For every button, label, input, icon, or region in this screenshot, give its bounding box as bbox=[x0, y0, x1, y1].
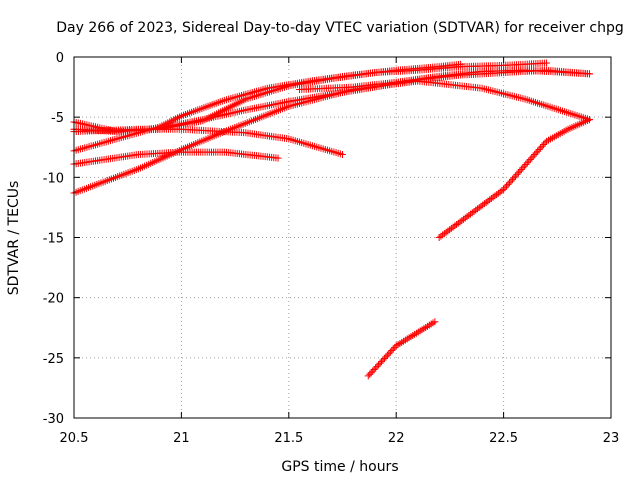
x-tick-label: 21 bbox=[173, 431, 190, 446]
series-track-3 bbox=[70, 59, 551, 136]
axis-ticks: 20.5 21 21.5 22 22.5 23 0 -5 -10 -15 -20 -25 -30 bbox=[43, 51, 620, 446]
data-point bbox=[529, 152, 537, 160]
data-point bbox=[274, 154, 282, 162]
data-point bbox=[526, 155, 534, 163]
data-point bbox=[516, 167, 524, 175]
y-tick-label: -10 bbox=[43, 171, 64, 186]
data-point bbox=[532, 149, 540, 157]
data-point bbox=[534, 147, 542, 155]
data-point bbox=[503, 182, 511, 190]
data-marks bbox=[70, 59, 594, 380]
data-point bbox=[586, 70, 594, 78]
y-tick-label: -25 bbox=[43, 352, 64, 367]
data-point bbox=[375, 361, 383, 369]
data-point bbox=[369, 367, 377, 375]
data-point bbox=[376, 359, 384, 367]
x-tick-label: 20.5 bbox=[60, 431, 89, 446]
x-tick-label: 22.5 bbox=[489, 431, 518, 446]
data-point bbox=[501, 184, 509, 192]
data-point bbox=[339, 150, 346, 158]
series-track-8 bbox=[435, 116, 594, 241]
plot-border bbox=[73, 56, 612, 419]
data-point bbox=[528, 154, 536, 162]
series-track-9 bbox=[364, 318, 439, 380]
data-point bbox=[386, 348, 394, 356]
data-point bbox=[508, 175, 516, 183]
y-axis-label: SDTVAR / TECUs bbox=[6, 181, 22, 296]
series-track-7 bbox=[296, 66, 594, 93]
data-point bbox=[388, 347, 396, 355]
data-point bbox=[504, 180, 512, 188]
y-tick-label: -30 bbox=[43, 412, 64, 427]
x-tick-label: 23 bbox=[603, 431, 620, 446]
data-point bbox=[513, 170, 521, 178]
y-tick-label: 0 bbox=[56, 51, 64, 66]
series-track-5 bbox=[70, 148, 282, 168]
data-point bbox=[535, 146, 543, 154]
x-tick-label: 22 bbox=[388, 431, 405, 446]
x-tick-label: 21.5 bbox=[274, 431, 303, 446]
data-point bbox=[522, 160, 530, 168]
data-point bbox=[431, 318, 439, 326]
data-point bbox=[373, 362, 381, 370]
data-point bbox=[378, 358, 386, 366]
x-axis-label: GPS time / hours bbox=[281, 459, 398, 475]
data-point bbox=[498, 187, 506, 195]
data-point bbox=[517, 165, 525, 173]
data-point bbox=[366, 370, 374, 378]
y-tick-label: -5 bbox=[51, 111, 64, 126]
data-point bbox=[507, 177, 515, 185]
data-point bbox=[543, 59, 551, 67]
data-point bbox=[367, 369, 375, 377]
data-point bbox=[382, 353, 390, 361]
y-tick-label: -15 bbox=[43, 232, 64, 247]
series-track-6 bbox=[70, 125, 346, 158]
chart-title: Day 266 of 2023, Sidereal Day-to-day VTE… bbox=[56, 20, 624, 36]
series-track-4 bbox=[70, 77, 594, 197]
data-point bbox=[500, 185, 508, 193]
data-point bbox=[523, 159, 531, 167]
data-point bbox=[379, 356, 387, 364]
data-point bbox=[370, 366, 378, 374]
grid-lines bbox=[74, 57, 611, 418]
data-point bbox=[538, 142, 546, 150]
data-point bbox=[514, 169, 522, 177]
y-tick-label: -20 bbox=[43, 292, 64, 307]
data-point bbox=[385, 350, 393, 358]
data-point bbox=[537, 144, 545, 152]
data-point bbox=[510, 174, 518, 182]
data-point bbox=[372, 364, 380, 372]
data-point bbox=[380, 354, 388, 362]
data-point bbox=[531, 151, 539, 159]
data-point bbox=[519, 164, 527, 172]
data-point bbox=[586, 116, 594, 124]
data-point bbox=[540, 141, 548, 149]
data-point bbox=[506, 179, 514, 187]
data-point bbox=[389, 345, 397, 353]
data-point bbox=[520, 162, 528, 170]
data-point bbox=[383, 351, 391, 359]
data-point bbox=[525, 157, 533, 165]
data-point bbox=[364, 372, 372, 380]
data-point bbox=[511, 172, 519, 180]
